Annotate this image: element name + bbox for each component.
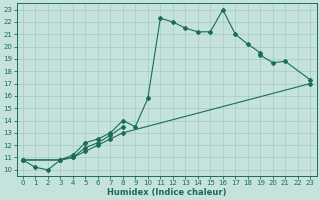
X-axis label: Humidex (Indice chaleur): Humidex (Indice chaleur) bbox=[107, 188, 226, 197]
